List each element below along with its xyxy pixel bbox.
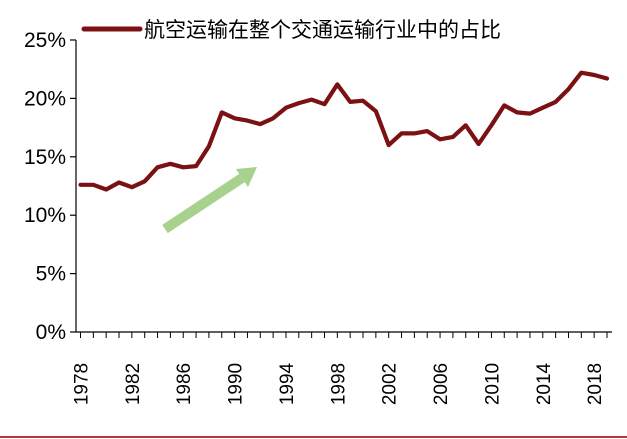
data-point <box>516 111 518 114</box>
data-point <box>554 101 557 103</box>
y-axis: 0% 5% 10% 15% 20% 25% <box>24 29 77 344</box>
data-point <box>285 106 287 109</box>
data-point <box>169 163 172 165</box>
x-tick-label: 2002 <box>380 363 401 405</box>
x-tick-label: 2014 <box>534 362 555 405</box>
y-tick-label: 10% <box>24 204 66 227</box>
data-point <box>131 186 133 188</box>
data-point <box>580 71 583 74</box>
data-point <box>452 136 454 138</box>
data-point <box>426 130 429 132</box>
data-point <box>208 145 210 148</box>
data-point <box>323 103 326 106</box>
y-tick-label: 5% <box>36 263 66 286</box>
legend-label: 航空运输在整个交通运输行业中的占比 <box>144 18 501 42</box>
data-point <box>259 123 262 125</box>
bottom-rule <box>0 436 627 438</box>
x-tick-label: 2018 <box>585 363 606 405</box>
x-axis: 1978 1982 1986 1990 1994 1998 2002 2006 2010 2014… <box>72 331 612 405</box>
y-tick-label: 15% <box>24 146 66 169</box>
x-tick-label: 1978 <box>72 363 93 405</box>
x-tick-label: 1998 <box>328 363 349 405</box>
x-tick-label: 1990 <box>226 363 247 405</box>
data-point <box>362 99 364 102</box>
data-point <box>118 181 120 184</box>
trend-arrow-head <box>236 167 257 187</box>
data-point <box>464 124 467 127</box>
data-point <box>503 104 506 107</box>
x-tick-label: 2006 <box>431 363 452 405</box>
series-line-0 <box>78 70 610 192</box>
data-point <box>220 111 223 114</box>
data-point <box>195 165 197 167</box>
data-point <box>387 144 390 146</box>
x-tick-label: 2010 <box>482 363 503 405</box>
data-point <box>272 117 274 120</box>
data-point <box>606 77 608 80</box>
data-point <box>413 132 416 135</box>
x-tick-label: 1986 <box>174 363 195 405</box>
data-point <box>246 119 249 122</box>
data-point <box>567 88 570 90</box>
data-point <box>375 110 377 113</box>
y-tick-label: 0% <box>36 321 66 344</box>
data-point <box>182 166 185 169</box>
data-point <box>593 74 595 76</box>
data-point <box>92 184 95 186</box>
data-point <box>310 98 313 101</box>
data-point <box>156 166 159 169</box>
data-point <box>143 180 146 183</box>
data-point <box>105 188 107 191</box>
data-point <box>336 83 339 86</box>
trend-arrow-shaft <box>162 173 245 234</box>
y-tick-label: 25% <box>24 29 66 52</box>
y-tick-label: 20% <box>24 87 66 110</box>
x-tick-label: 1994 <box>277 362 298 405</box>
data-point <box>79 184 82 186</box>
data-point <box>477 143 480 145</box>
data-point <box>233 117 236 120</box>
data-point <box>439 138 441 141</box>
legend: 航空运输在整个交通运输行业中的占比 <box>81 18 501 42</box>
data-point <box>529 112 531 115</box>
data-point <box>349 101 351 103</box>
data-point <box>298 102 300 104</box>
data-point <box>541 106 544 109</box>
data-point <box>490 124 493 127</box>
data-point <box>400 132 403 135</box>
x-tick-label: 1982 <box>123 363 144 405</box>
